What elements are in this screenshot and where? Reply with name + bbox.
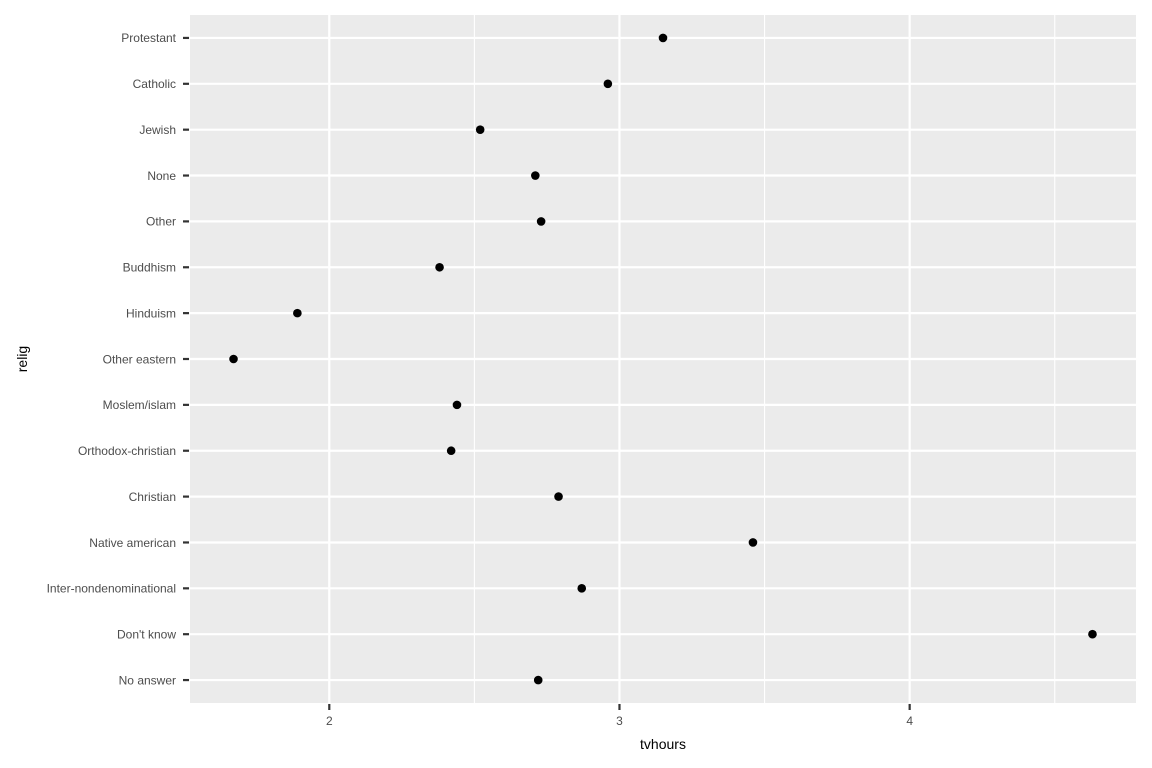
y-tick-label: Inter-nondenominational <box>47 582 176 596</box>
y-tick-label: Catholic <box>133 77 176 91</box>
data-point <box>1088 629 1097 639</box>
y-tick-label: Hinduism <box>126 306 176 320</box>
y-tick-label: Christian <box>129 490 176 504</box>
data-point <box>531 171 540 180</box>
x-tick-label: 3 <box>616 714 623 728</box>
y-tick-label: Other <box>146 215 176 229</box>
data-point <box>475 125 485 134</box>
x-axis: 2 3 4 <box>326 704 913 728</box>
data-point <box>446 446 456 456</box>
y-tick-label: Other eastern <box>103 352 176 366</box>
y-tick-label: Orthodox-christian <box>78 444 176 458</box>
x-tick-label: 4 <box>906 714 913 728</box>
x-tick-label: 2 <box>326 714 333 728</box>
y-tick-label: Buddhism <box>123 261 176 275</box>
y-axis-title: relig <box>14 346 30 372</box>
data-point <box>452 400 462 410</box>
data-point <box>293 308 302 318</box>
data-point <box>603 79 613 89</box>
y-tick-label: Jewish <box>139 123 176 137</box>
y-tick-label: No answer <box>119 673 176 687</box>
y-tick-label: Native american <box>89 536 176 550</box>
y-tick-label: None <box>147 169 176 183</box>
data-point <box>577 584 587 593</box>
data-point <box>536 217 546 226</box>
y-tick-label: Don't know <box>117 628 176 642</box>
y-tick-label: Protestant <box>121 31 176 45</box>
data-points <box>229 33 1097 685</box>
y-tick-label: Moslem/islam <box>103 398 176 412</box>
y-axis: Protestant Catholic Jewish None Other Buddhis… <box>47 31 189 687</box>
major-gridlines <box>190 15 1136 703</box>
data-point <box>533 675 543 685</box>
x-axis-title: tvhours <box>640 736 686 752</box>
data-point <box>748 538 758 547</box>
data-point <box>435 262 444 272</box>
data-point <box>229 354 238 364</box>
data-point <box>658 33 668 43</box>
data-point <box>554 492 563 501</box>
